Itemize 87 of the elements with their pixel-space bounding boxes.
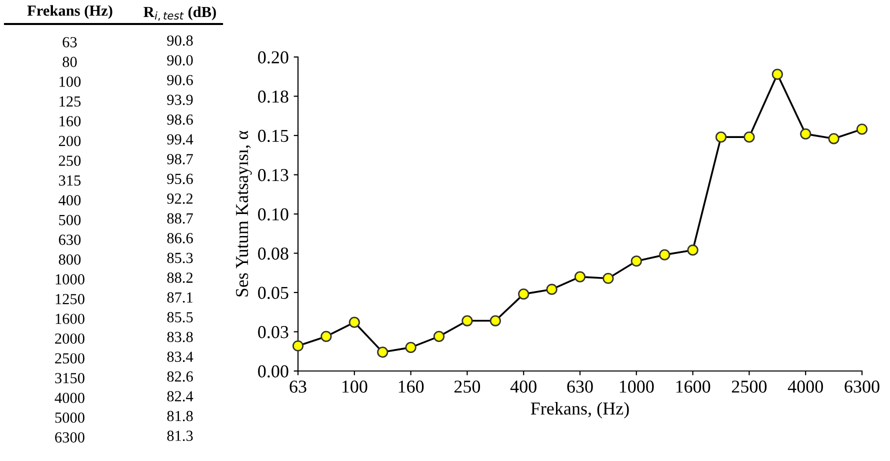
- point: [856, 124, 868, 135]
- x-tick-label: 1000: [620, 380, 654, 393]
- point: [518, 288, 530, 300]
- point: [602, 272, 614, 284]
- y-tick-label: 0.10: [258, 208, 288, 221]
- y-tick-label: 2500: [55, 353, 84, 364]
- x-tick-label: 2500: [732, 380, 767, 393]
- x-tick-label: 630: [567, 380, 593, 393]
- y-tick-label: 1250: [56, 294, 84, 304]
- y-tick-label: 125: [60, 96, 81, 107]
- point: [292, 340, 304, 352]
- y-tick-label: 80: [62, 56, 77, 68]
- y-tick-label: 200: [58, 136, 81, 146]
- x-tick-label: 4000: [788, 380, 823, 393]
- data-label: 92.2: [167, 194, 193, 204]
- y-tick-label: 0.13: [258, 169, 288, 182]
- x-tick-label: 1600: [676, 380, 710, 393]
- data-label: 86.6: [167, 233, 193, 244]
- y-tick-label: 63: [62, 37, 77, 48]
- y-tick-label: 0.15: [258, 130, 288, 142]
- data-label: 83.4: [167, 352, 194, 362]
- y-tick-label: 0.05: [258, 286, 288, 300]
- data-label: 85.5: [167, 312, 193, 322]
- data-label: 90.8: [167, 35, 193, 46]
- point: [377, 346, 388, 358]
- data-label: 88.2: [167, 272, 193, 283]
- data-label: 82.6: [167, 371, 193, 382]
- point: [348, 316, 360, 328]
- point: [462, 315, 473, 326]
- point: [490, 315, 501, 326]
- y-tick-label: 1000: [56, 274, 84, 284]
- y-tick-label: 160: [60, 116, 81, 126]
- data-label: 98.7: [167, 154, 193, 164]
- x-tick-label: 250: [454, 380, 480, 393]
- point: [800, 128, 812, 140]
- data-label: 81.8: [167, 410, 193, 422]
- y-tick-label: 0.03: [258, 326, 288, 338]
- y-tick-label: 3150: [55, 372, 84, 384]
- y-tick-label: 0.18: [258, 90, 288, 103]
- point: [687, 244, 698, 256]
- data-label: 87.1: [167, 292, 192, 303]
- point: [715, 132, 727, 143]
- point: [546, 284, 558, 295]
- y-tick-label: 5000: [55, 412, 84, 423]
- y-tick-label: 1600: [56, 314, 84, 324]
- y-tick-label: 100: [60, 76, 81, 87]
- x-tick-label: 400: [510, 380, 536, 393]
- y-tick-label: 500: [59, 214, 81, 226]
- point: [828, 133, 840, 144]
- data-label: 88.7: [167, 213, 193, 224]
- point: [630, 256, 642, 267]
- y-tick-label: 800: [58, 254, 81, 265]
- data-label: 85.3: [167, 252, 193, 264]
- point: [659, 249, 670, 260]
- y-tick-label: 4000: [54, 392, 84, 404]
- y-tick-label: 315: [58, 175, 81, 186]
- point: [744, 132, 755, 143]
- data-label: 90.6: [167, 74, 193, 86]
- y-tick-label: 250: [58, 156, 81, 166]
- point: [405, 342, 416, 354]
- point: [772, 68, 783, 80]
- point: [433, 330, 445, 342]
- data-label: 81.3: [167, 430, 193, 442]
- y-tick-label: 0.08: [258, 248, 288, 260]
- data-label: 95.6: [167, 174, 193, 184]
- point: [320, 330, 332, 342]
- data-label: 82.4: [167, 391, 194, 402]
- y-tick-label: 2000: [55, 333, 84, 344]
- y-axis-title: Frekans (Hz): [27, 5, 112, 19]
- x-axis-title: Frekans, (Hz): [530, 402, 629, 418]
- y-tick-label: 6300: [55, 432, 84, 443]
- y-tick-label: 0.20: [258, 51, 288, 64]
- x-tick-label: R$_{i,test}$ (dB): [144, 6, 216, 21]
- data-label: 93.9: [167, 94, 193, 106]
- data-label: 90.0: [167, 55, 193, 66]
- y-axis-title: Ses Yutum Katsayısı, α: [236, 130, 252, 296]
- x-tick-label: 63: [290, 380, 306, 393]
- data-label: 83.8: [167, 332, 193, 342]
- data-label: 99.4: [167, 134, 194, 145]
- y-tick-label: 0.00: [258, 365, 288, 378]
- point: [574, 271, 586, 282]
- y-tick-label: 400: [58, 195, 81, 206]
- x-tick-label: 6300: [844, 380, 880, 393]
- data-label: 98.6: [167, 114, 193, 125]
- y-tick-label: 630: [58, 234, 81, 245]
- x-tick-label: 100: [342, 380, 368, 393]
- x-tick-label: 160: [398, 380, 424, 393]
